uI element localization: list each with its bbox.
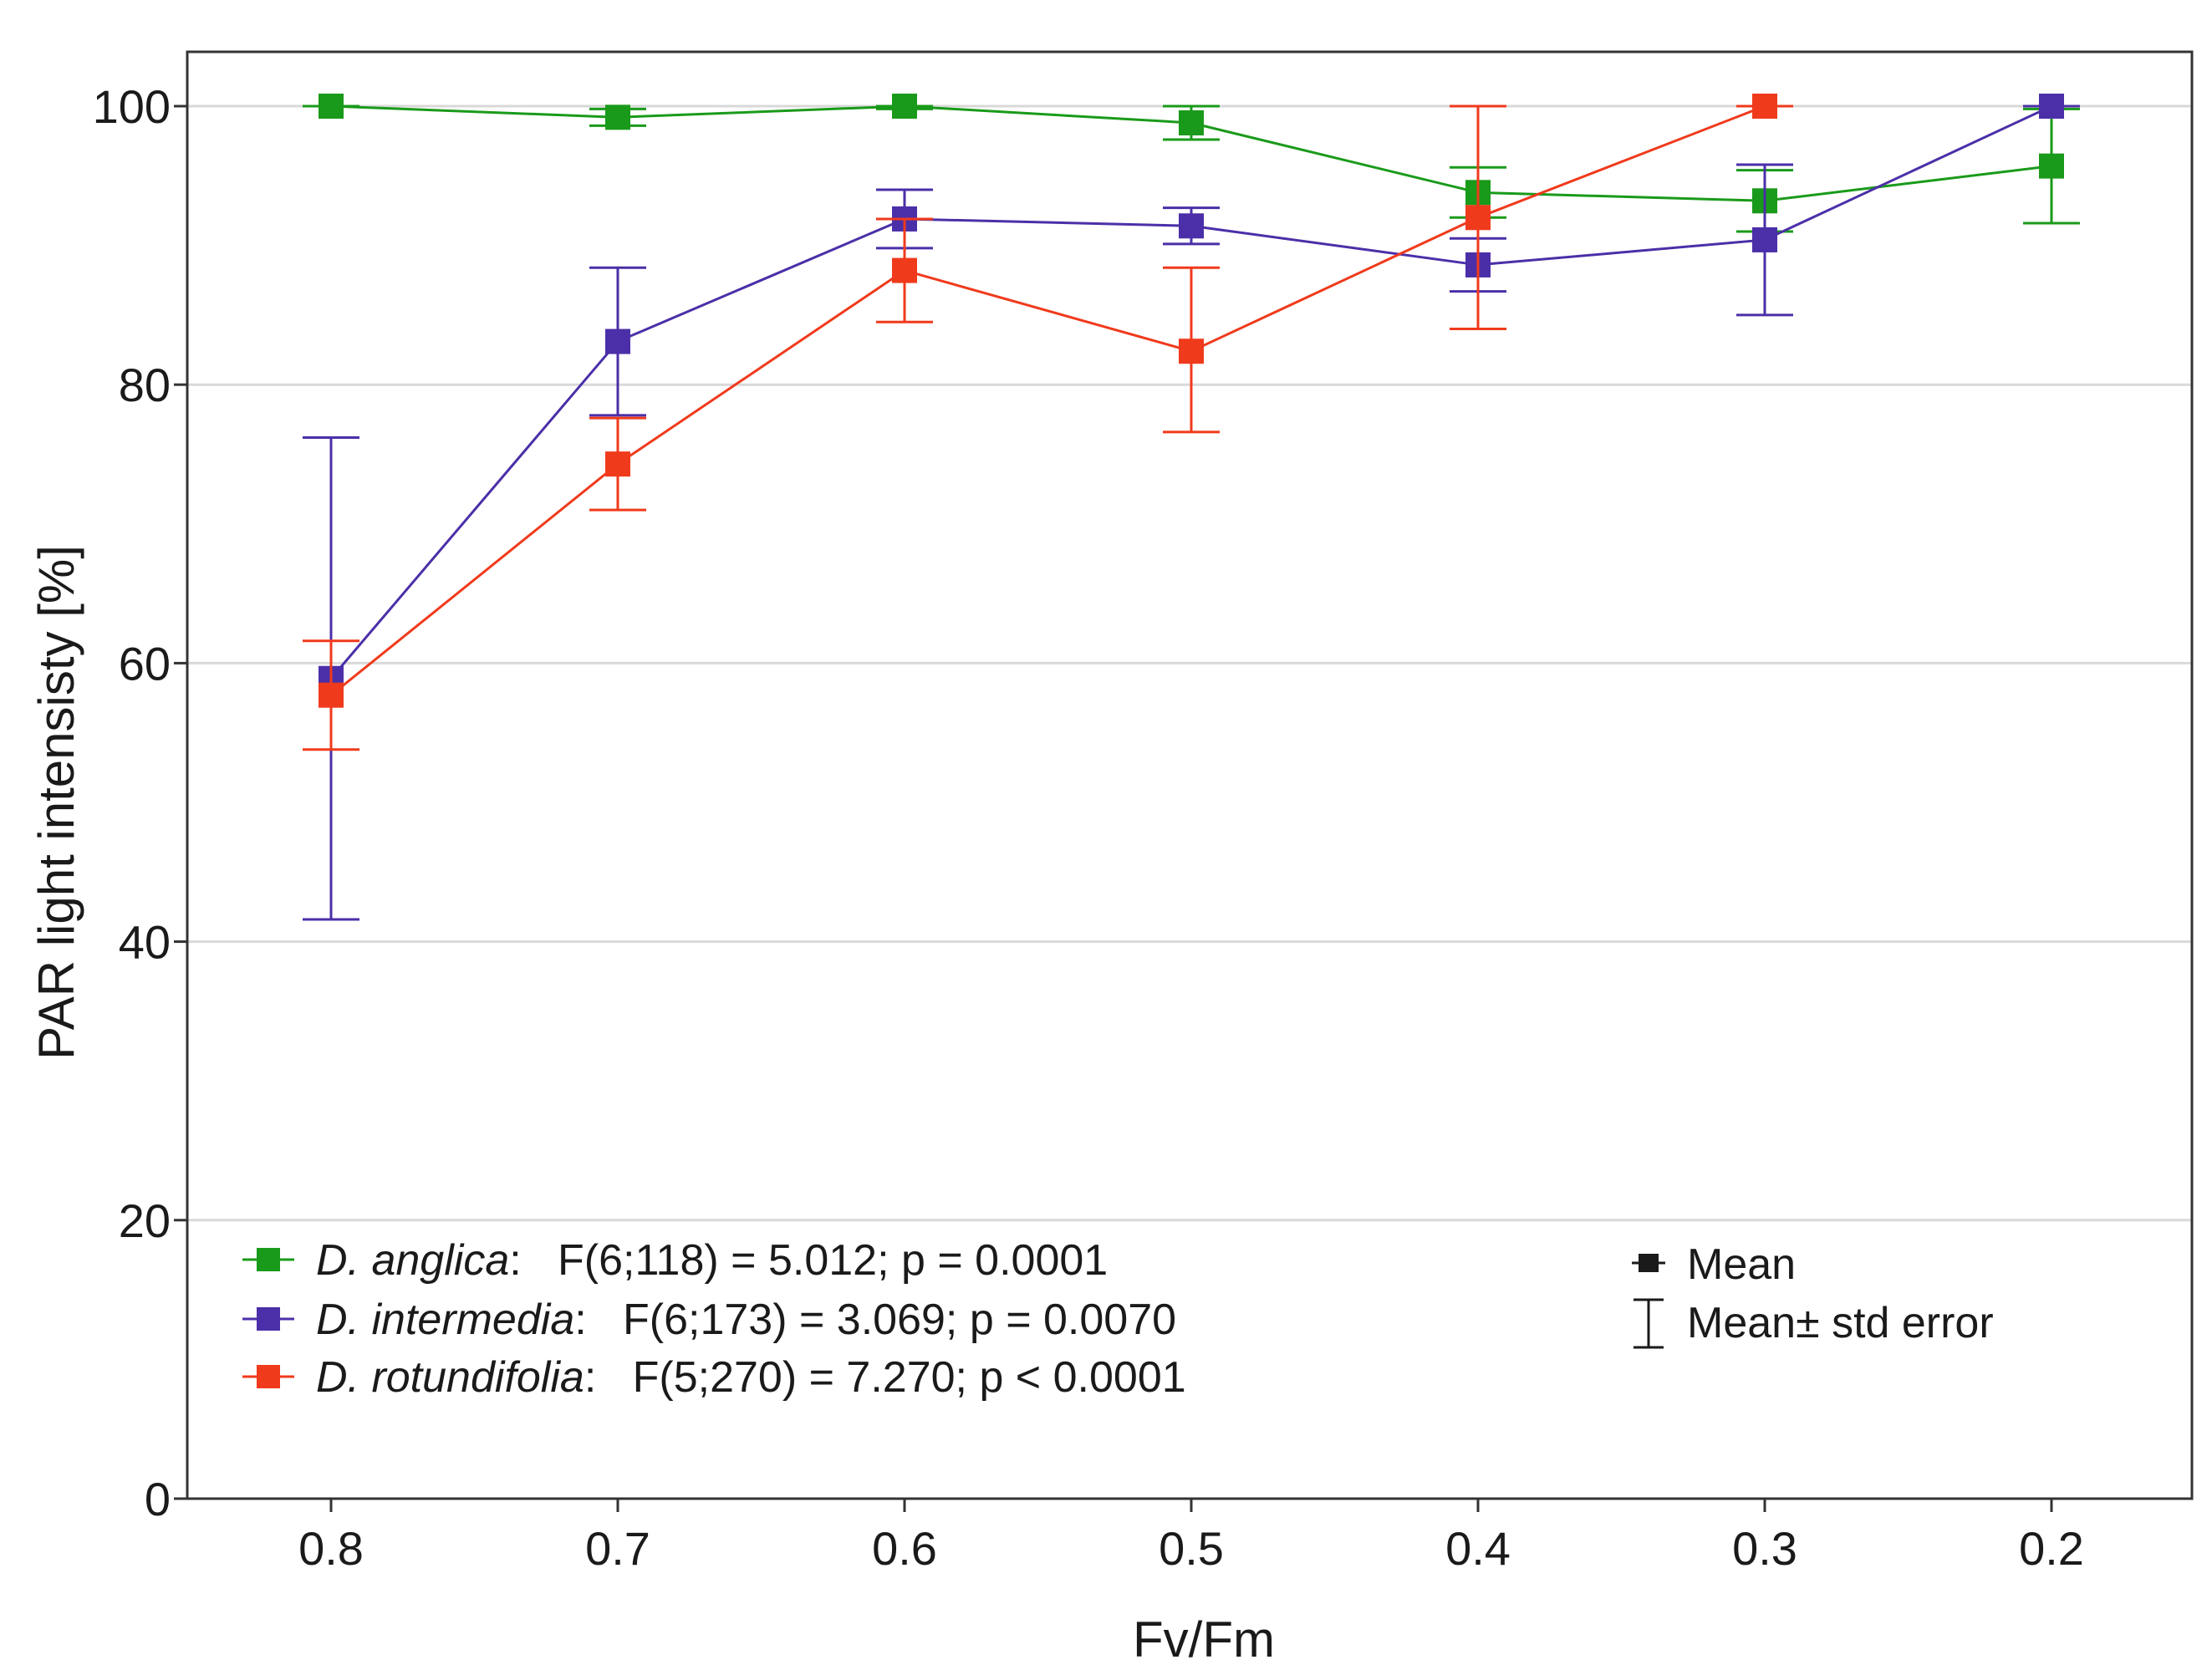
data-point: [319, 682, 344, 708]
x-tick-label: 0.4: [1445, 1522, 1511, 1575]
y-tick-label: 0: [145, 1473, 171, 1525]
legend-series-name: D. intermedia: [316, 1296, 574, 1344]
legend-entry: D. rotundifolia: F(5;270) = 7.270; p < 0…: [316, 1353, 1186, 1402]
data-series: [303, 94, 2080, 921]
legend-marker: [257, 1307, 280, 1331]
y-tick-label: 20: [119, 1194, 171, 1247]
y-tick-label: 80: [119, 359, 171, 411]
data-point: [605, 451, 630, 477]
plot-frame: [186, 50, 2194, 1500]
axes: 0 20 40 60 80 100 0.8 0.7 0.6 0.5 0.4 0.3 0.2: [93, 80, 2084, 1575]
x-tick-label: 0.5: [1159, 1522, 1224, 1575]
data-point: [1752, 94, 1777, 119]
x-tick-label: 0.2: [2019, 1522, 2084, 1575]
legend-entry: D. anglica: F(6;118) = 5.012; p = 0.0001: [316, 1236, 1108, 1285]
data-point: [892, 257, 917, 283]
y-tick-label: 60: [119, 637, 171, 690]
data-point: [1179, 109, 1204, 135]
y-tick-label: 40: [119, 916, 171, 969]
data-point: [1179, 213, 1204, 239]
series-line: [330, 104, 1766, 696]
legend: D. anglica: F(6;118) = 5.012; p = 0.0001…: [242, 1236, 1186, 1402]
x-tick-label: 0.3: [1732, 1522, 1797, 1575]
x-tick-label: 0.8: [298, 1522, 364, 1575]
data-point: [1752, 227, 1777, 252]
key-legend: Mean Mean± std error: [1632, 1240, 1994, 1349]
x-tick-label: 0.7: [585, 1522, 650, 1575]
x-tick-label: 0.6: [872, 1522, 937, 1575]
data-point: [1179, 339, 1204, 364]
legend-series-name: D. anglica: [316, 1236, 509, 1285]
y-axis-title: PAR light intensisty [%]: [28, 545, 84, 1060]
legend-entry: D. intermedia: F(6;173) = 3.069; p = 0.0…: [316, 1296, 1176, 1344]
data-point: [605, 328, 630, 354]
data-point: [2039, 153, 2064, 179]
legend-marker: [257, 1248, 280, 1271]
legend-marker: [257, 1365, 280, 1388]
x-axis-title: Fv/Fm: [1133, 1611, 1275, 1667]
grid-lines: [187, 104, 2192, 1222]
series-d-rotundifolia: [303, 94, 1793, 751]
legend-series-name: D. rotundifolia: [316, 1353, 584, 1402]
data-point: [319, 94, 344, 119]
errorbar-key-label: Mean± std error: [1687, 1299, 1994, 1347]
data-point: [605, 104, 630, 130]
data-point: [1465, 205, 1491, 231]
legend-series-stats: : F(5;270) = 7.270; p < 0.0001: [584, 1353, 1186, 1402]
legend-series-stats: : F(6;173) = 3.069; p = 0.0070: [574, 1296, 1176, 1344]
legend-series-stats: : F(6;118) = 5.012; p = 0.0001: [509, 1236, 1108, 1285]
data-point: [892, 94, 917, 119]
mean-key-marker: [1639, 1254, 1659, 1272]
mean-key-label: Mean: [1687, 1240, 1796, 1289]
y-tick-label: 100: [93, 80, 171, 133]
data-point: [2039, 94, 2064, 119]
